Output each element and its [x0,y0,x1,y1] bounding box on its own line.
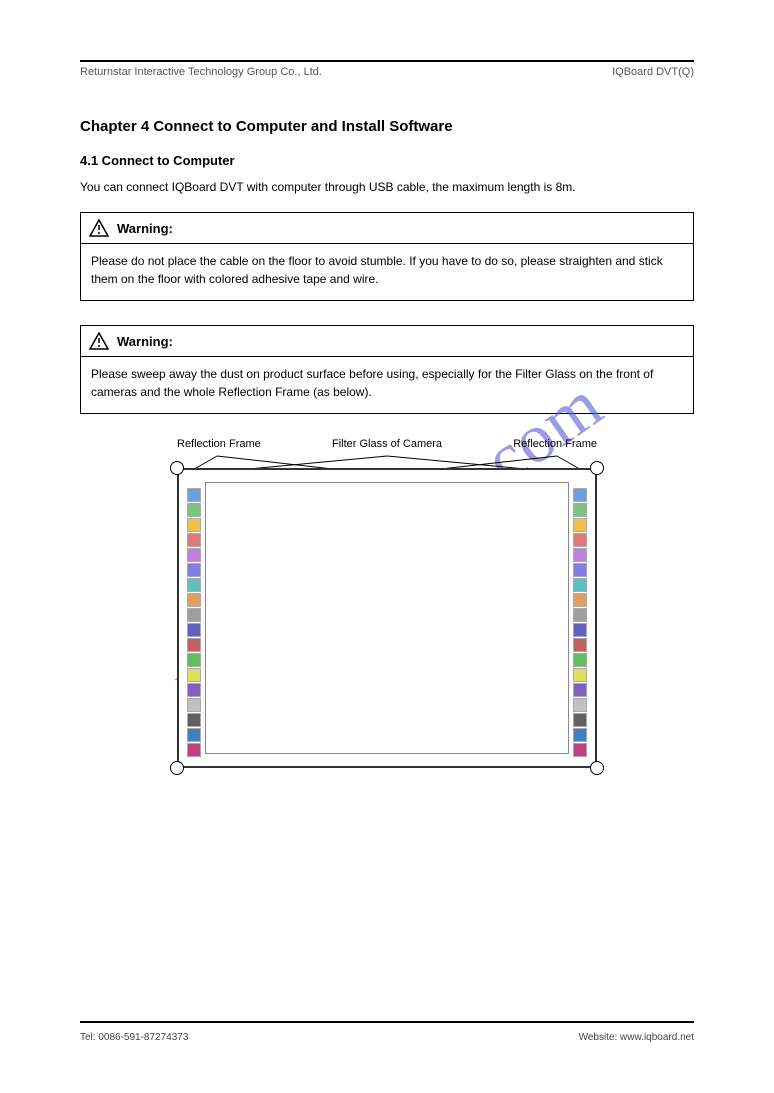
toolbar-button [573,713,587,727]
toolbar-button [187,578,201,592]
toolbar-button [187,683,201,697]
toolbar-button [573,638,587,652]
toolbar-button [573,653,587,667]
header-right: IQBoard DVT(Q) [612,66,694,78]
toolbar-right [573,488,587,758]
warning-icon [89,332,109,350]
toolbar-button [187,623,201,637]
toolbar-button [573,683,587,697]
warning-2-body: Please sweep away the dust on product su… [81,357,693,413]
board-outer-frame [177,468,597,768]
document-page: manualshive.com Returnstar Interactive T… [0,0,774,1093]
toolbar-button [187,563,201,577]
warning-2-heading: Warning: [117,334,173,349]
toolbar-button [187,638,201,652]
diagram-labels: Reflection Frame Filter Glass of Camera … [157,438,617,450]
camera-circle-tl [170,461,184,475]
toolbar-button [573,548,587,562]
toolbar-button [573,743,587,757]
toolbar-button [573,623,587,637]
label-reflection-left: Reflection Frame [177,438,261,450]
toolbar-button [187,593,201,607]
footer-row: Tel: 0086-591-87274373 Website: www.iqbo… [80,1032,694,1043]
toolbar-button [187,653,201,667]
toolbar-button [573,698,587,712]
toolbar-button [187,728,201,742]
label-filter-glass: Filter Glass of Camera [332,438,442,450]
board-inner-surface [205,482,569,754]
toolbar-button [187,713,201,727]
warning-1-body: Please do not place the cable on the flo… [81,244,693,300]
board-diagram: Reflection Frame Filter Glass of Camera … [157,438,617,778]
warning-box-1: Warning: Please do not place the cable o… [80,212,694,301]
toolbar-button [573,518,587,532]
camera-circle-br [590,761,604,775]
toolbar-button [573,488,587,502]
toolbar-button [187,518,201,532]
toolbar-button [187,668,201,682]
label-reflection-right: Reflection Frame [513,438,597,450]
toolbar-button [187,608,201,622]
toolbar-button [573,593,587,607]
camera-circle-bl [170,761,184,775]
toolbar-button [187,533,201,547]
warning-1-header: Warning: [81,213,693,244]
toolbar-button [187,698,201,712]
header-row: Returnstar Interactive Technology Group … [80,66,694,78]
intro-text: You can connect IQBoard DVT with compute… [80,178,694,196]
toolbar-button [573,503,587,517]
toolbar-button [573,563,587,577]
toolbar-button [187,548,201,562]
top-rule [80,60,694,62]
camera-circle-tr [590,461,604,475]
toolbar-button [573,728,587,742]
section-title: 4.1 Connect to Computer [80,153,694,168]
footer-left: Tel: 0086-591-87274373 [80,1032,188,1043]
toolbar-button [187,743,201,757]
warning-2-header: Warning: [81,326,693,357]
chapter-title: Chapter 4 Connect to Computer and Instal… [80,118,694,135]
toolbar-button [573,608,587,622]
warning-box-2: Warning: Please sweep away the dust on p… [80,325,694,414]
bottom-rule [80,1021,694,1023]
toolbar-button [573,533,587,547]
warning-1-heading: Warning: [117,221,173,236]
header-left: Returnstar Interactive Technology Group … [80,66,322,78]
toolbar-button [187,503,201,517]
toolbar-button [573,578,587,592]
toolbar-button [187,488,201,502]
toolbar-button [573,668,587,682]
footer-right: Website: www.iqboard.net [579,1032,694,1043]
warning-icon [89,219,109,237]
toolbar-left [187,488,201,758]
